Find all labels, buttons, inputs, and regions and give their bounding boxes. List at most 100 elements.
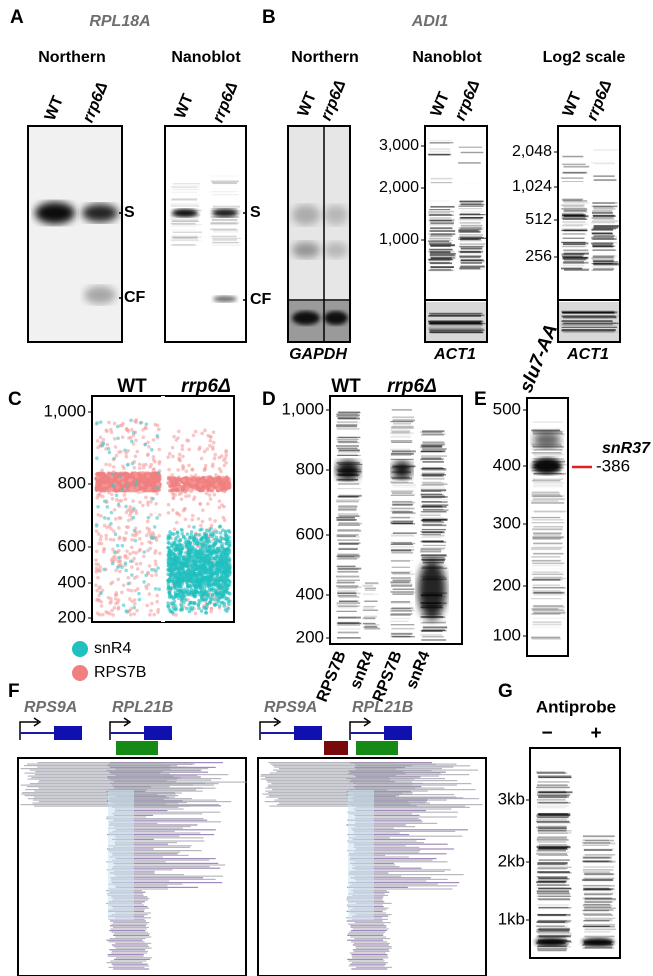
gel-signal: [420, 511, 447, 513]
gel-signal: [430, 313, 481, 315]
gel-signal: [391, 427, 414, 429]
read-dot: [120, 543, 125, 548]
gel-signal: [430, 258, 457, 260]
read-dot: [195, 590, 199, 594]
gel-signal: [337, 524, 360, 526]
read-dot: [210, 593, 215, 598]
band: [336, 460, 360, 480]
gel-signal: [563, 205, 585, 206]
gel-signal: [561, 180, 584, 183]
gel-signal: [421, 639, 447, 641]
gel-signal: [531, 500, 559, 502]
gel-signal: [390, 432, 410, 434]
gel-signal: [531, 510, 563, 512]
read-dot: [199, 456, 204, 461]
read: [349, 963, 386, 965]
read-dot: [200, 519, 205, 524]
read-dot: [117, 516, 121, 520]
read-dot: [217, 466, 222, 471]
gel-signal: [392, 510, 413, 513]
gel-signal: [428, 212, 450, 214]
read-dot: [113, 593, 118, 597]
gel-signal: [532, 559, 562, 561]
gel-signal: [390, 590, 415, 593]
read-dot: [187, 591, 192, 596]
read: [38, 787, 203, 789]
read-dot: [222, 518, 227, 522]
gel-signal: [537, 841, 567, 843]
gel-signal: [459, 222, 481, 224]
read-dot: [212, 492, 217, 497]
gel-signal: [592, 221, 613, 222]
gel-signal: [430, 266, 454, 268]
gel-signal: [338, 547, 359, 550]
read-dot: [204, 567, 209, 572]
label: 200: [296, 627, 324, 646]
gel-signal: [563, 256, 589, 259]
gel-signal: [336, 610, 357, 612]
gel-signal: [428, 153, 452, 156]
read-dot: [174, 613, 178, 617]
gel-signal: [172, 194, 202, 195]
read-dot: [96, 532, 101, 536]
gel-signal: [390, 448, 411, 451]
read-dot: [140, 470, 145, 475]
read: [346, 920, 383, 922]
gel-signal: [212, 229, 239, 231]
read-dot: [123, 561, 128, 565]
read-dot: [116, 436, 120, 441]
read-dot: [104, 533, 108, 538]
read-dot: [104, 483, 109, 488]
gel-signal: [362, 585, 374, 587]
read-dot: [95, 456, 99, 460]
gel-signal: [428, 312, 483, 315]
read-dot: [215, 478, 220, 483]
gel-signal: [458, 219, 484, 222]
gel-signal: [429, 330, 483, 332]
read-dot: [133, 454, 138, 459]
gel-signal: [429, 238, 452, 240]
read-dot: [155, 491, 159, 496]
read: [278, 768, 442, 770]
label: S: [124, 204, 135, 221]
gel-signal: [531, 561, 564, 564]
read-dot: [179, 604, 184, 608]
read-dot: [109, 492, 114, 497]
label: −: [541, 723, 552, 744]
read: [268, 795, 400, 797]
gel-signal: [459, 230, 481, 233]
read: [107, 954, 144, 956]
gel-signal: [390, 439, 413, 442]
gel-signal: [459, 245, 486, 248]
gel-signal: [561, 320, 613, 322]
gel-signal: [336, 590, 359, 592]
read-dot: [194, 549, 198, 554]
read-dot: [110, 496, 115, 501]
read-dot: [193, 473, 198, 478]
read-dot: [144, 426, 148, 431]
read-dot: [171, 508, 175, 512]
read-dot: [195, 555, 199, 559]
gel-signal: [562, 258, 587, 260]
read-dot: [211, 430, 216, 435]
read-dot: [95, 496, 100, 500]
read: [347, 939, 384, 941]
gel-signal: [532, 421, 563, 423]
gel-signal: [429, 254, 455, 257]
gel-signal: [430, 268, 452, 271]
read-dot: [185, 561, 190, 566]
read-dot: [189, 549, 193, 554]
read-dot: [132, 598, 137, 602]
gel-signal: [390, 500, 412, 501]
gel-signal: [337, 436, 355, 438]
read-dot: [152, 612, 156, 617]
read-dot: [166, 534, 171, 538]
gel-signal: [591, 212, 613, 214]
band: [35, 202, 75, 224]
read-dot: [193, 429, 198, 434]
gel-signal: [172, 183, 200, 185]
gel-signal: [392, 516, 416, 519]
read: [111, 963, 148, 965]
read-dot: [107, 450, 112, 455]
read-dot: [189, 474, 194, 478]
